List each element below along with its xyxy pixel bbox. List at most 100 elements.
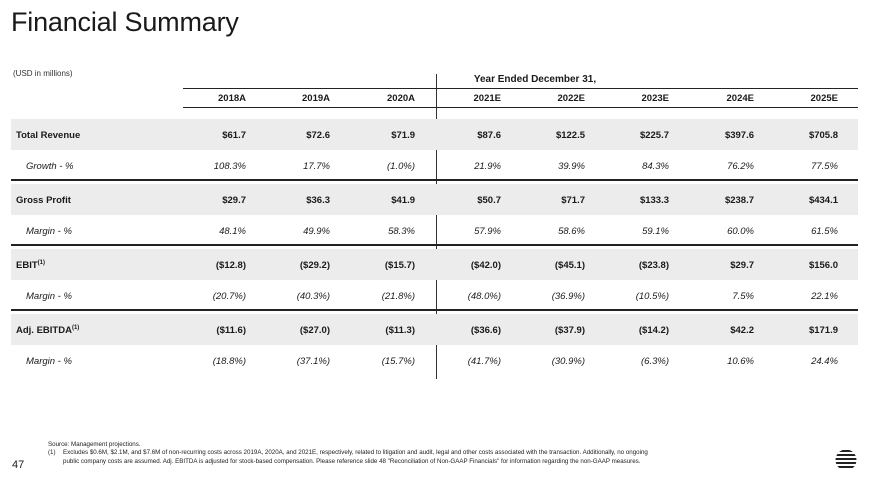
cell-2021e: $87.6	[477, 130, 501, 141]
units-label: (USD in millions)	[13, 69, 73, 78]
cell-2018a: ($11.6)	[216, 325, 246, 336]
cell-2023e: $133.3	[639, 195, 669, 206]
percent-row: Margin - % (18.8%) (37.1%) (15.7%) (41.7%) (3…	[11, 345, 858, 376]
footnote-1-line-1: Excludes $0.6M, $2.1M, and $7.6M of non-…	[63, 449, 648, 457]
cell-2019a: 49.9%	[303, 226, 330, 237]
year-header-2020a: 2020A	[387, 93, 415, 104]
cell-2020a: (21.8%)	[381, 291, 415, 302]
footnote-source: Source: Management projections.	[48, 441, 141, 448]
cell-2021e: ($36.6)	[470, 325, 501, 336]
percent-row: Margin - % (20.7%) (40.3%) (21.8%) (48.0%) (3…	[11, 280, 858, 311]
cell-2024e: 60.0%	[727, 226, 754, 237]
cell-2022e: 39.9%	[558, 161, 585, 172]
cell-2024e: 7.5%	[732, 291, 754, 302]
percent-row: Growth - % 108.3% 17.7% (1.0%) 21.9% 39.9% 84.…	[11, 150, 858, 181]
cell-2025e: $705.8	[808, 130, 838, 141]
cell-2022e: ($37.9)	[554, 325, 585, 336]
cell-2023e: ($14.2)	[638, 325, 669, 336]
cell-2025e: 61.5%	[811, 226, 838, 237]
metric-row: EBIT(1) ($12.8) ($29.2) ($15.7) ($42.0) ($45.…	[11, 249, 858, 280]
cell-2024e: $42.2	[730, 325, 754, 336]
year-header-2019a: 2019A	[302, 93, 330, 104]
cell-2020a: $41.9	[391, 195, 415, 206]
cell-2023e: ($23.8)	[638, 260, 669, 271]
cell-2018a: $61.7	[222, 130, 246, 141]
cell-2024e: $397.6	[724, 130, 754, 141]
cell-2018a: $29.7	[222, 195, 246, 206]
cell-2022e: $71.7	[561, 195, 585, 206]
footnotes: Source: Management projections. (1) Excl…	[48, 441, 818, 466]
footnote-marker: (1)	[37, 260, 45, 266]
year-header-2022e: 2022E	[557, 93, 585, 104]
cell-2021e: 21.9%	[474, 161, 501, 172]
footnote-1-line-2: public company costs are assumed. Adj. E…	[63, 457, 641, 465]
cell-2020a: 58.3%	[388, 226, 415, 237]
cell-2018a: 48.1%	[219, 226, 246, 237]
cell-2018a: 108.3%	[213, 161, 246, 172]
cell-2023e: (10.5%)	[635, 291, 669, 302]
cell-2019a: ($27.0)	[299, 325, 330, 336]
cell-2025e: $156.0	[808, 260, 838, 271]
page-title: Financial Summary	[11, 7, 239, 37]
cell-2022e: 58.6%	[558, 226, 585, 237]
cell-2023e: $225.7	[639, 130, 669, 141]
cell-2020a: ($11.3)	[385, 325, 415, 336]
metric-row: Gross Profit $29.7 $36.3 $41.9 $50.7 $71.7 $13…	[11, 184, 858, 215]
cell-2018a: ($12.8)	[215, 260, 246, 271]
cell-2022e: (36.9%)	[551, 291, 585, 302]
striped-circle-logo-icon	[835, 450, 857, 468]
cell-2025e: $171.9	[808, 325, 838, 336]
cell-2023e: (6.3%)	[641, 356, 669, 367]
cell-2021e: 57.9%	[474, 226, 501, 237]
footnote-marker: (1)	[71, 325, 80, 331]
year-header-2025e: 2025E	[810, 93, 838, 104]
cell-2019a: ($29.2)	[299, 260, 330, 271]
cell-2023e: 84.3%	[642, 161, 669, 172]
cell-2019a: $72.6	[306, 130, 330, 141]
actual-estimate-divider	[436, 74, 437, 379]
year-header-2023e: 2023E	[641, 93, 669, 104]
footnote-number: (1)	[48, 449, 56, 457]
cell-2020a: (1.0%)	[387, 161, 415, 172]
row-label: Margin - %	[26, 291, 72, 302]
cell-2025e: 22.1%	[811, 291, 838, 302]
percent-row: Margin - % 48.1% 49.9% 58.3% 57.9% 58.6% 59.1%…	[11, 215, 858, 246]
cell-2022e: $122.5	[555, 130, 585, 141]
cell-2023e: 59.1%	[642, 226, 669, 237]
page-number: 47	[12, 459, 25, 471]
cell-2018a: (20.7%)	[212, 291, 246, 302]
cell-2025e: 24.4%	[811, 356, 838, 367]
cell-2021e: ($42.0)	[470, 260, 501, 271]
period-span-header: Year Ended December 31,	[473, 74, 597, 85]
row-label: EBIT(1)	[16, 260, 45, 271]
cell-2021e: (41.7%)	[467, 356, 501, 367]
cell-2025e: $434.1	[808, 195, 838, 206]
row-label: Total Revenue	[16, 130, 81, 141]
row-label: Adj. EBITDA(1)	[16, 325, 80, 336]
row-label: Growth - %	[26, 161, 74, 172]
cell-2019a: 17.7%	[303, 161, 330, 172]
year-header-2021e: 2021E	[473, 93, 501, 104]
metric-row: Adj. EBITDA(1) ($11.6) ($27.0) ($11.3) ($36.…	[11, 314, 858, 345]
cell-2020a: ($15.7)	[384, 260, 415, 271]
cell-2022e: ($45.1)	[554, 260, 585, 271]
cell-2021e: (48.0%)	[467, 291, 501, 302]
cell-2019a: (40.3%)	[296, 291, 330, 302]
cell-2018a: (18.8%)	[212, 356, 246, 367]
cell-2022e: (30.9%)	[551, 356, 585, 367]
cell-2024e: $238.7	[724, 195, 754, 206]
year-header-row: 2018A 2019A 2020A 2021E 2022E 2023E 2024E 2025E	[183, 88, 858, 108]
cell-2024e: 76.2%	[727, 161, 754, 172]
cell-2024e: 10.6%	[727, 356, 754, 367]
cell-2024e: $29.7	[730, 260, 754, 271]
metric-row: Total Revenue $61.7 $72.6 $71.9 $87.6 $122.5 $…	[11, 119, 858, 150]
row-label: Margin - %	[26, 226, 72, 237]
year-header-2018a: 2018A	[218, 93, 246, 104]
cell-2019a: $36.3	[306, 195, 330, 206]
row-label: Margin - %	[26, 356, 72, 367]
year-header-2024e: 2024E	[726, 93, 754, 104]
cell-2020a: (15.7%)	[381, 356, 415, 367]
cell-2019a: (37.1%)	[296, 356, 330, 367]
row-label: Gross Profit	[16, 195, 71, 206]
cell-2021e: $50.7	[477, 195, 501, 206]
